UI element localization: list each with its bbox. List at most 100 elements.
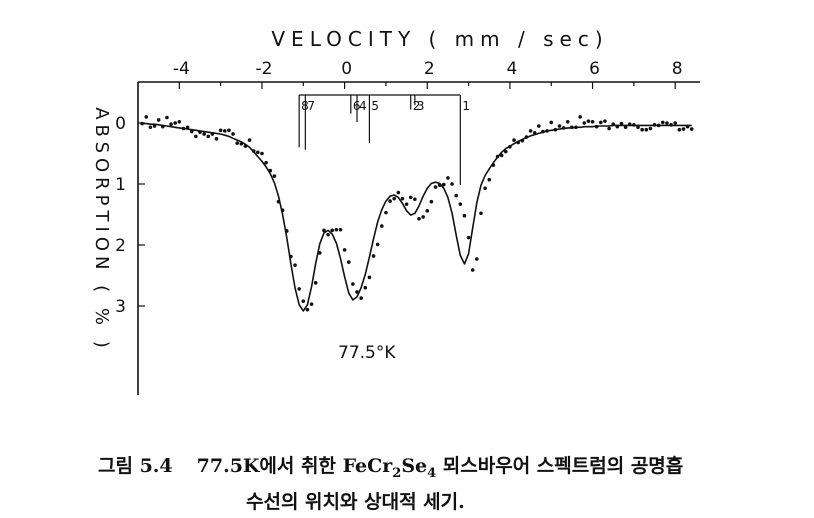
resonance-line-markers: 87645231 — [298, 94, 470, 185]
data-point — [309, 302, 314, 306]
data-point — [305, 307, 310, 312]
data-point — [549, 120, 554, 125]
data-point — [214, 137, 219, 141]
line-marker-label: 3 — [417, 99, 425, 113]
data-point — [222, 129, 227, 133]
data-point — [528, 129, 533, 133]
data-point — [640, 127, 644, 132]
data-point — [169, 122, 173, 127]
data-point — [475, 257, 479, 261]
data-point — [661, 120, 665, 125]
data-point — [231, 132, 235, 136]
data-point — [388, 199, 392, 203]
data-point — [189, 129, 194, 134]
line-marker-label: 7 — [307, 99, 315, 113]
y-tick-label: 2 — [115, 236, 126, 256]
data-point — [396, 190, 401, 195]
data-point — [392, 196, 397, 201]
x-tick-label: 0 — [341, 59, 352, 79]
data-point — [673, 121, 678, 125]
data-point — [479, 211, 483, 216]
x-tick-label: 8 — [672, 59, 683, 79]
data-point — [400, 196, 405, 201]
data-point — [607, 126, 611, 131]
y-tick-label: 3 — [115, 297, 126, 317]
y-tick-label: 1 — [115, 175, 126, 195]
temperature-annotation: 77.5°K — [338, 343, 396, 363]
data-point — [152, 124, 157, 128]
x-axis-title: VELOCITY ( mm / sec) — [271, 27, 608, 51]
caption-line1-end: 뫼스바우어 스펙트럼의 공명흡 — [436, 455, 684, 477]
data-point — [235, 141, 239, 145]
data-point — [165, 115, 169, 120]
data-point — [326, 232, 330, 237]
data-point — [351, 282, 355, 286]
data-point — [425, 209, 430, 213]
caption-line1: 77.5K에서 취한 FeCr — [196, 455, 393, 477]
data-point — [297, 287, 301, 291]
data-point — [681, 127, 686, 131]
data-point — [590, 119, 595, 124]
data-point — [318, 251, 322, 255]
figure-number: 그림 5.4 — [98, 455, 173, 477]
data-point — [648, 126, 653, 131]
data-point — [483, 186, 487, 191]
data-point — [330, 228, 335, 233]
data-point — [599, 120, 603, 125]
data-point — [458, 202, 463, 206]
data-point — [260, 151, 264, 156]
data-point — [454, 193, 458, 198]
data-point — [450, 182, 454, 186]
x-tick-label: 4 — [506, 59, 517, 79]
data-point — [503, 149, 508, 154]
data-point — [487, 177, 492, 182]
data-point — [586, 119, 591, 123]
data-point — [470, 268, 475, 272]
data-point — [433, 185, 438, 189]
data-point — [619, 121, 624, 126]
x-tick-label: -2 — [255, 59, 272, 79]
data-point — [342, 248, 347, 252]
data-point — [264, 160, 268, 165]
data-point — [334, 227, 339, 232]
data-points — [140, 115, 694, 312]
data-point — [206, 134, 211, 139]
data-point — [636, 125, 640, 130]
fit-curve-group — [142, 122, 692, 312]
data-point — [413, 197, 417, 202]
data-point — [462, 213, 467, 218]
data-point — [578, 115, 582, 119]
data-point — [272, 174, 277, 178]
caption-mid: Se — [401, 455, 428, 477]
data-point — [404, 202, 409, 206]
data-point — [202, 132, 206, 136]
y-axis-title: ABSORPTION ( % ) — [91, 107, 112, 353]
data-point — [689, 127, 694, 131]
data-point — [148, 125, 153, 130]
data-point — [218, 128, 223, 133]
data-point — [363, 285, 368, 290]
line-marker-label: 5 — [371, 99, 379, 113]
caption-line2: 수선의 위치와 상대적 세기. — [246, 490, 465, 513]
data-point — [603, 119, 607, 123]
data-point — [557, 124, 562, 128]
data-point — [338, 227, 343, 232]
data-point — [644, 127, 649, 132]
y-axis: 0 1 2 3 — [115, 82, 145, 395]
data-point — [173, 121, 177, 125]
data-point — [429, 199, 434, 204]
data-point — [194, 134, 198, 139]
data-point — [256, 150, 260, 155]
x-axis: -4 -2 0 2 4 6 8 — [138, 59, 700, 89]
data-point — [293, 263, 297, 267]
data-point — [677, 127, 682, 132]
line-marker-label: 4 — [359, 99, 367, 113]
data-point — [665, 121, 669, 125]
data-point — [355, 290, 359, 294]
data-point — [537, 124, 541, 128]
data-point — [375, 242, 380, 247]
data-point — [313, 281, 318, 285]
data-point — [144, 115, 149, 119]
data-point — [582, 121, 587, 125]
